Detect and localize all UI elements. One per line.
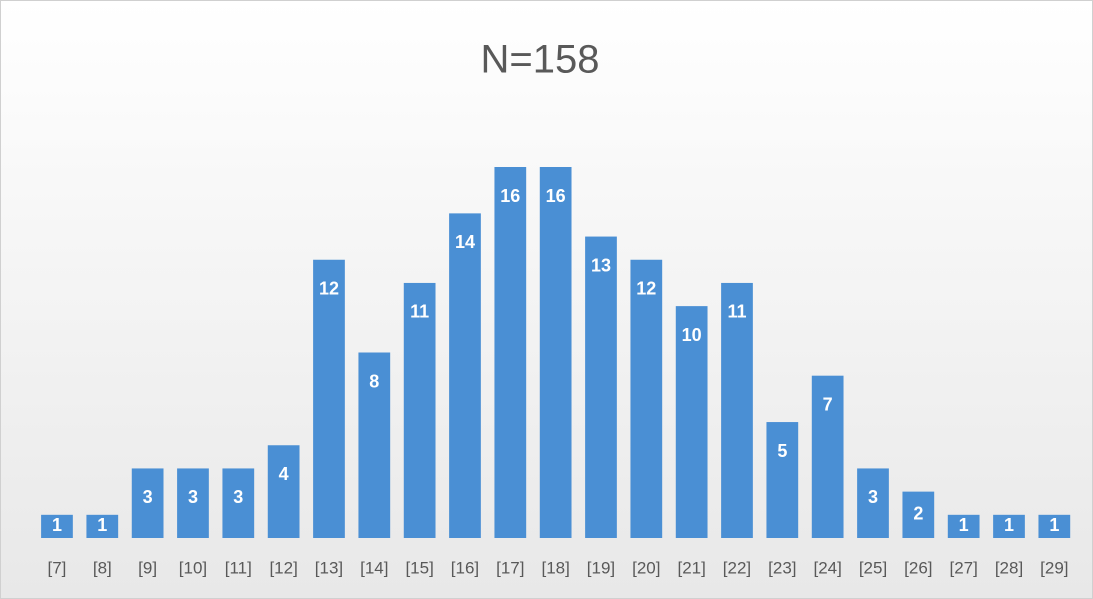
x-tick-label: [23] [768, 558, 796, 577]
bar [993, 514, 1025, 538]
data-label: 1 [959, 515, 969, 535]
data-label: 5 [777, 441, 787, 461]
x-tick-label: [12] [269, 558, 297, 577]
data-label: 7 [823, 394, 833, 414]
bar [358, 352, 391, 538]
data-label: 13 [591, 255, 611, 275]
x-tick-label: [28] [995, 558, 1023, 577]
x-tick-label: [7] [48, 558, 67, 577]
x-tick-label: [16] [451, 558, 479, 577]
bar [494, 167, 527, 538]
x-tick-label: [25] [859, 558, 887, 577]
data-label: 3 [143, 487, 153, 507]
data-label: 16 [546, 186, 566, 206]
bar [585, 236, 617, 538]
data-label: 1 [1049, 515, 1059, 535]
data-label: 2 [913, 504, 923, 524]
bar [449, 213, 481, 538]
data-label: 14 [455, 232, 475, 252]
data-label: 11 [727, 302, 746, 322]
x-tick-label: [29] [1040, 558, 1068, 577]
x-tick-label: [9] [138, 558, 157, 577]
x-tick-label: [15] [405, 558, 433, 577]
x-tick-label: [14] [360, 558, 388, 577]
data-label: 16 [500, 186, 520, 206]
x-tick-label: [22] [723, 558, 751, 577]
x-tick-label: [27] [949, 558, 977, 577]
data-label: 1 [1004, 515, 1014, 535]
bar [1038, 514, 1071, 538]
x-tick-label: [8] [93, 558, 112, 577]
bar [177, 468, 209, 538]
x-tick-label: [17] [496, 558, 524, 577]
x-tick-label: [11] [225, 558, 252, 577]
bar [403, 282, 436, 538]
data-label: 4 [279, 464, 289, 484]
data-label: 3 [233, 487, 243, 507]
bar [721, 282, 753, 538]
data-label: 8 [369, 371, 379, 391]
bar [313, 259, 345, 538]
bar [539, 167, 572, 538]
bar [267, 445, 300, 538]
data-label: 1 [97, 515, 107, 535]
x-tick-label: [19] [587, 558, 615, 577]
x-tick-label: [10] [179, 558, 207, 577]
x-tick-label: [26] [904, 558, 932, 577]
data-label: 12 [636, 279, 656, 299]
x-tick-label: [24] [813, 558, 841, 577]
data-label: 3 [868, 487, 878, 507]
bar [857, 468, 889, 538]
bar [630, 259, 663, 538]
data-label: 10 [682, 325, 702, 345]
bar [222, 468, 255, 538]
x-tick-label: [21] [677, 558, 705, 577]
data-label: 12 [319, 279, 339, 299]
chart-title: N=158 [481, 38, 600, 82]
data-label: 11 [410, 302, 429, 322]
x-tick-label: [20] [632, 558, 660, 577]
bar [86, 514, 119, 538]
bar [131, 468, 164, 538]
x-tick-label: [13] [315, 558, 343, 577]
data-label: 1 [52, 515, 62, 535]
bar [41, 514, 73, 538]
x-tick-label: [18] [541, 558, 569, 577]
bar [766, 422, 799, 538]
bar [811, 375, 844, 538]
bar [902, 491, 935, 538]
bar [947, 514, 980, 538]
data-label: 3 [188, 487, 198, 507]
bar [675, 306, 708, 538]
